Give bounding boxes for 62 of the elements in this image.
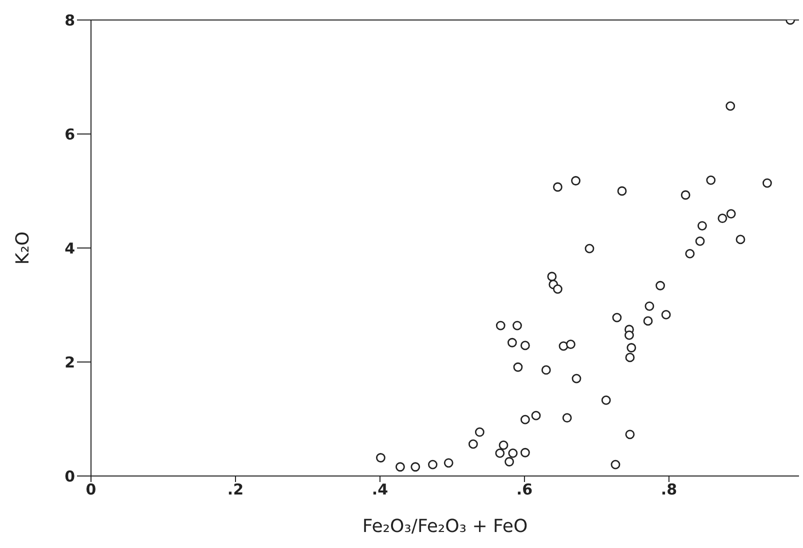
point	[520, 448, 530, 458]
point	[656, 280, 665, 290]
point	[571, 176, 580, 186]
point	[495, 448, 505, 458]
point	[520, 340, 530, 350]
x-tick-label: .2	[227, 480, 244, 499]
y-axis-title: K₂O	[12, 231, 34, 265]
point	[736, 234, 746, 244]
y-tick-label: 0	[64, 467, 75, 486]
point	[444, 458, 454, 468]
point	[762, 178, 772, 188]
point	[625, 352, 635, 362]
point	[617, 186, 627, 196]
point	[612, 312, 622, 322]
point	[697, 221, 707, 230]
x-tick-label: .4	[372, 480, 388, 499]
point	[547, 272, 557, 282]
point	[553, 284, 562, 294]
y-tick-label: 8	[64, 11, 75, 30]
point	[718, 214, 728, 224]
x-axis-title: Fe₂O₃/Fe₂O₃ + FeO	[362, 516, 528, 537]
point	[553, 182, 562, 192]
point	[706, 175, 716, 185]
point	[562, 413, 572, 423]
point	[376, 453, 386, 462]
point	[643, 316, 653, 326]
y-tick-label: 4	[64, 239, 75, 258]
point	[520, 414, 530, 424]
point	[695, 236, 705, 246]
point	[507, 338, 517, 348]
x-tick-label: 0	[86, 480, 96, 499]
point	[498, 440, 508, 450]
point	[513, 362, 523, 372]
point	[661, 310, 671, 320]
point	[601, 395, 611, 405]
point	[474, 427, 484, 437]
point	[726, 101, 736, 111]
point	[496, 320, 506, 330]
point	[726, 209, 736, 218]
point	[468, 439, 478, 449]
point	[626, 343, 636, 352]
point	[680, 190, 690, 200]
point	[584, 244, 594, 254]
y-tick-label: 2	[64, 353, 75, 372]
point	[625, 430, 635, 440]
point	[531, 410, 541, 420]
x-tick-label: .8	[660, 480, 678, 499]
x-tick-label: .6	[516, 480, 533, 499]
point	[504, 457, 514, 466]
point	[610, 460, 620, 470]
point	[428, 460, 438, 470]
y-tick-label: 6	[64, 125, 75, 144]
point	[512, 320, 522, 330]
point	[396, 462, 405, 472]
point	[624, 330, 634, 340]
point	[508, 448, 518, 458]
point	[541, 365, 551, 375]
point	[644, 301, 654, 311]
point	[410, 462, 420, 472]
point	[566, 340, 576, 350]
point	[572, 374, 582, 384]
point	[685, 249, 695, 258]
